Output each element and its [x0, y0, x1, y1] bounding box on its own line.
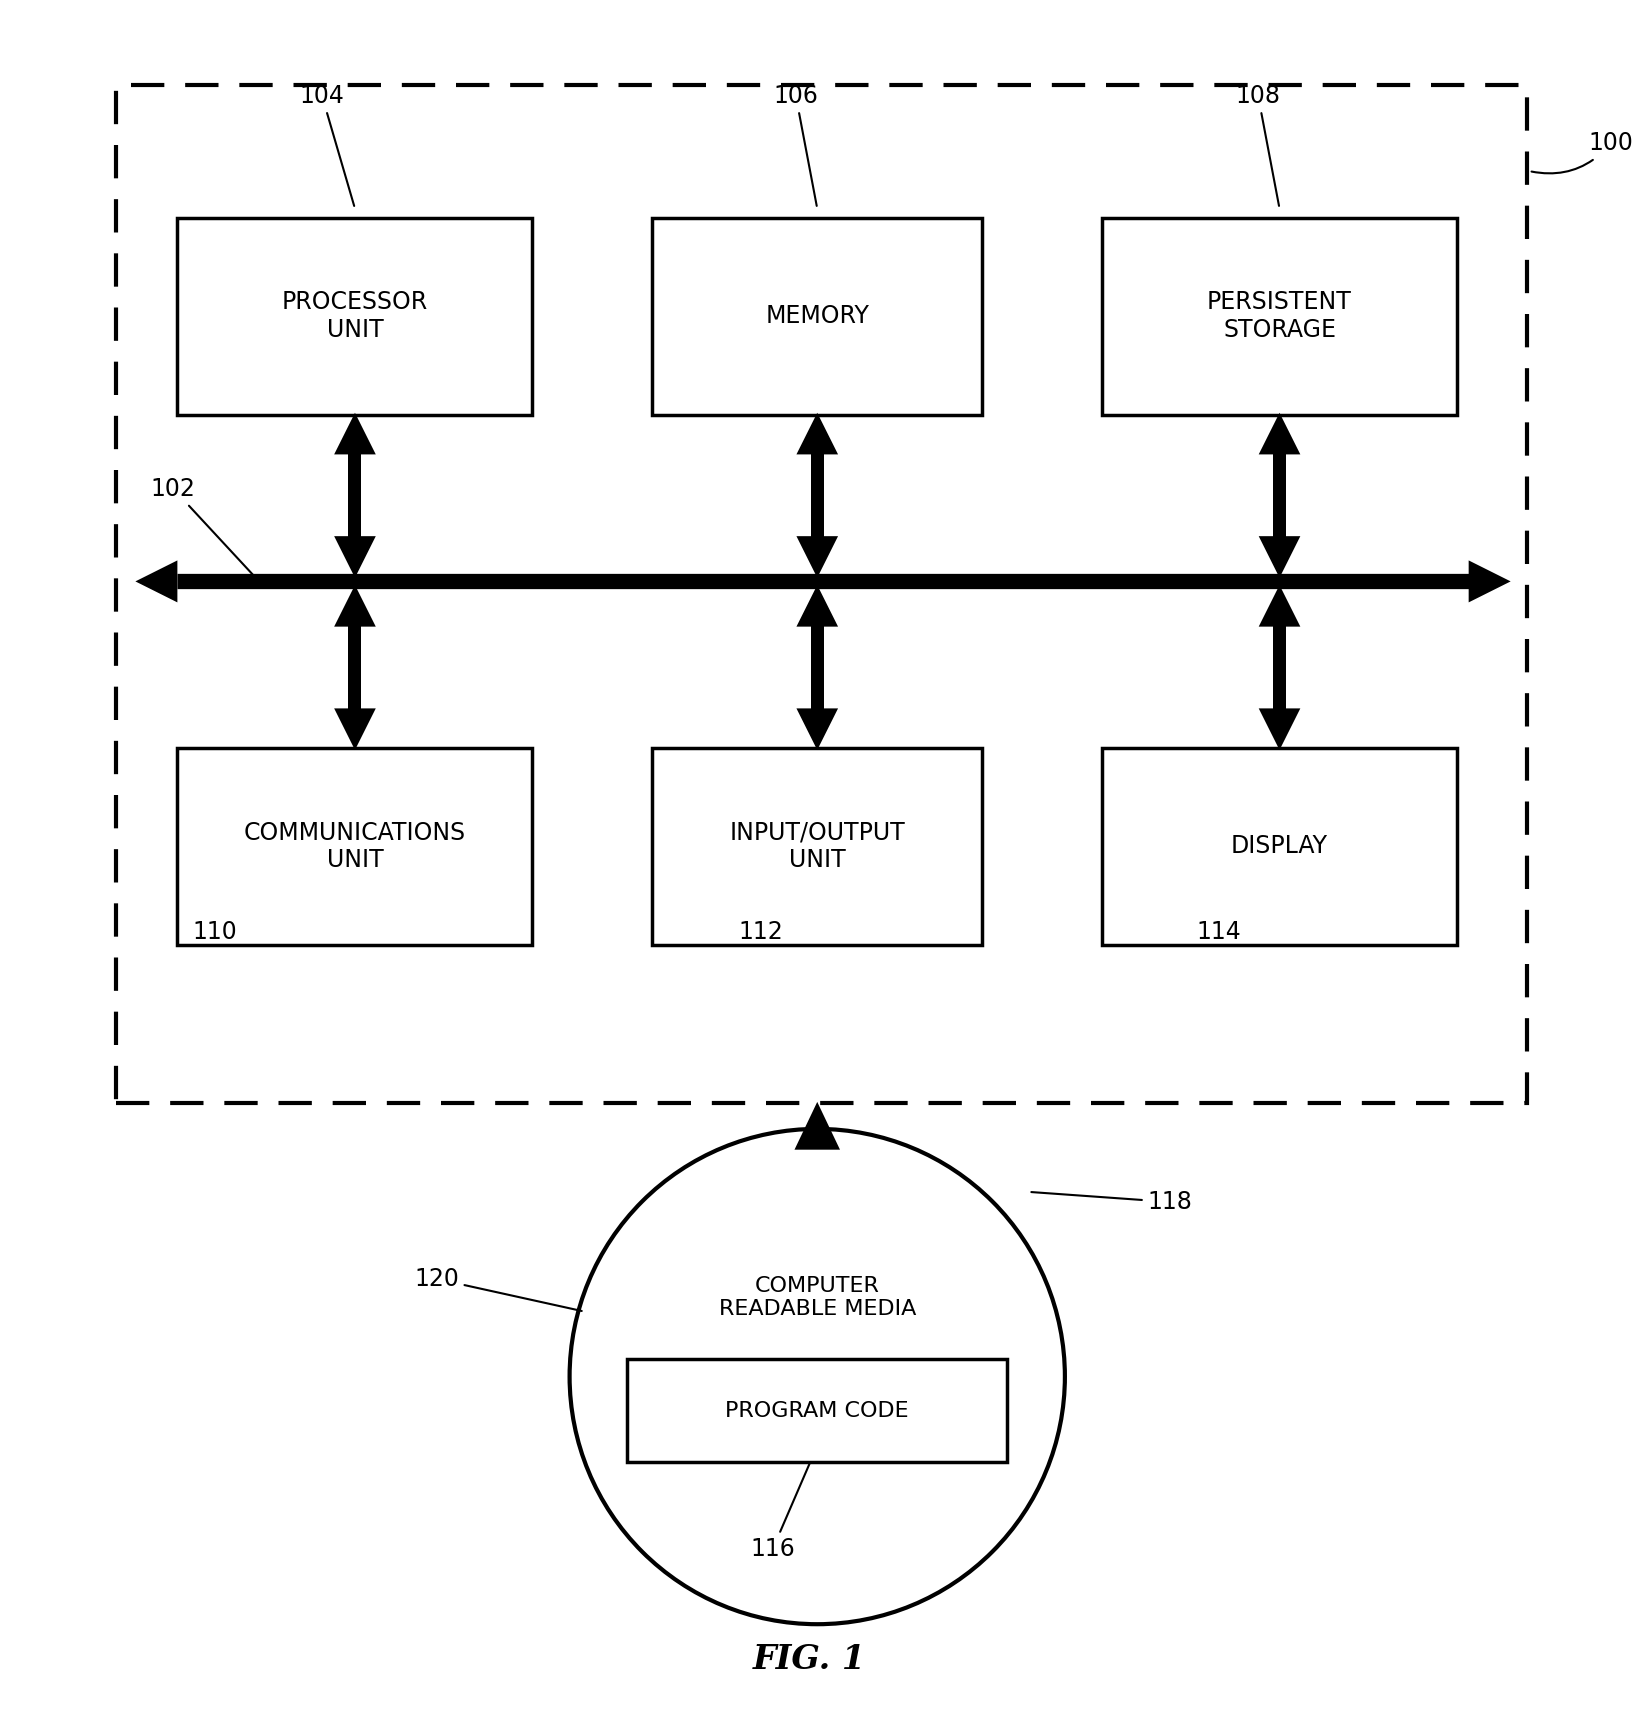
Bar	[811, 624, 824, 710]
Bar	[177, 219, 532, 416]
Polygon shape	[337, 588, 373, 624]
Bar	[348, 624, 362, 710]
Bar	[348, 453, 362, 539]
Text: MEMORY: MEMORY	[766, 304, 868, 328]
Bar	[811, 1123, 824, 1147]
Polygon shape	[1469, 561, 1511, 602]
Polygon shape	[1261, 710, 1298, 746]
Text: COMPUTER
READABLE MEDIA: COMPUTER READABLE MEDIA	[718, 1276, 916, 1318]
Text: 102: 102	[150, 477, 254, 576]
Polygon shape	[337, 710, 373, 746]
Bar	[1273, 453, 1286, 539]
Polygon shape	[1261, 539, 1298, 575]
Text: INPUT/OUTPUT
UNIT: INPUT/OUTPUT UNIT	[730, 821, 905, 872]
Bar	[116, 86, 1527, 1103]
Polygon shape	[799, 539, 835, 575]
Text: PROGRAM CODE: PROGRAM CODE	[725, 1400, 910, 1421]
Text: 120: 120	[414, 1267, 581, 1312]
Text: 116: 116	[750, 1455, 812, 1561]
Polygon shape	[1261, 417, 1298, 453]
Text: 106: 106	[773, 84, 819, 205]
Text: 110: 110	[192, 920, 238, 944]
Bar	[627, 1359, 1007, 1462]
Polygon shape	[337, 539, 373, 575]
Polygon shape	[799, 588, 835, 624]
Bar	[1273, 624, 1286, 710]
Bar	[652, 219, 982, 416]
Text: PROCESSOR
UNIT: PROCESSOR UNIT	[282, 291, 428, 342]
Polygon shape	[799, 417, 835, 453]
Text: 108: 108	[1235, 84, 1281, 205]
Polygon shape	[797, 1106, 837, 1147]
Bar	[177, 749, 532, 944]
Bar	[1101, 749, 1456, 944]
Text: FIG. 1: FIG. 1	[753, 1643, 865, 1676]
Bar	[1101, 219, 1456, 416]
Text: COMMUNICATIONS
UNIT: COMMUNICATIONS UNIT	[244, 821, 466, 872]
Text: DISPLAY: DISPLAY	[1232, 834, 1327, 858]
Text: 118: 118	[1032, 1190, 1192, 1214]
Text: PERSISTENT
STORAGE: PERSISTENT STORAGE	[1207, 291, 1352, 342]
Text: 114: 114	[1195, 920, 1242, 944]
Circle shape	[570, 1129, 1065, 1624]
Polygon shape	[135, 561, 177, 602]
Polygon shape	[1261, 588, 1298, 624]
Text: 112: 112	[738, 920, 784, 944]
Polygon shape	[799, 710, 835, 746]
Polygon shape	[337, 417, 373, 453]
Text: 104: 104	[299, 84, 355, 205]
Text: 100: 100	[1532, 132, 1633, 173]
Bar	[811, 453, 824, 539]
Bar	[652, 749, 982, 944]
